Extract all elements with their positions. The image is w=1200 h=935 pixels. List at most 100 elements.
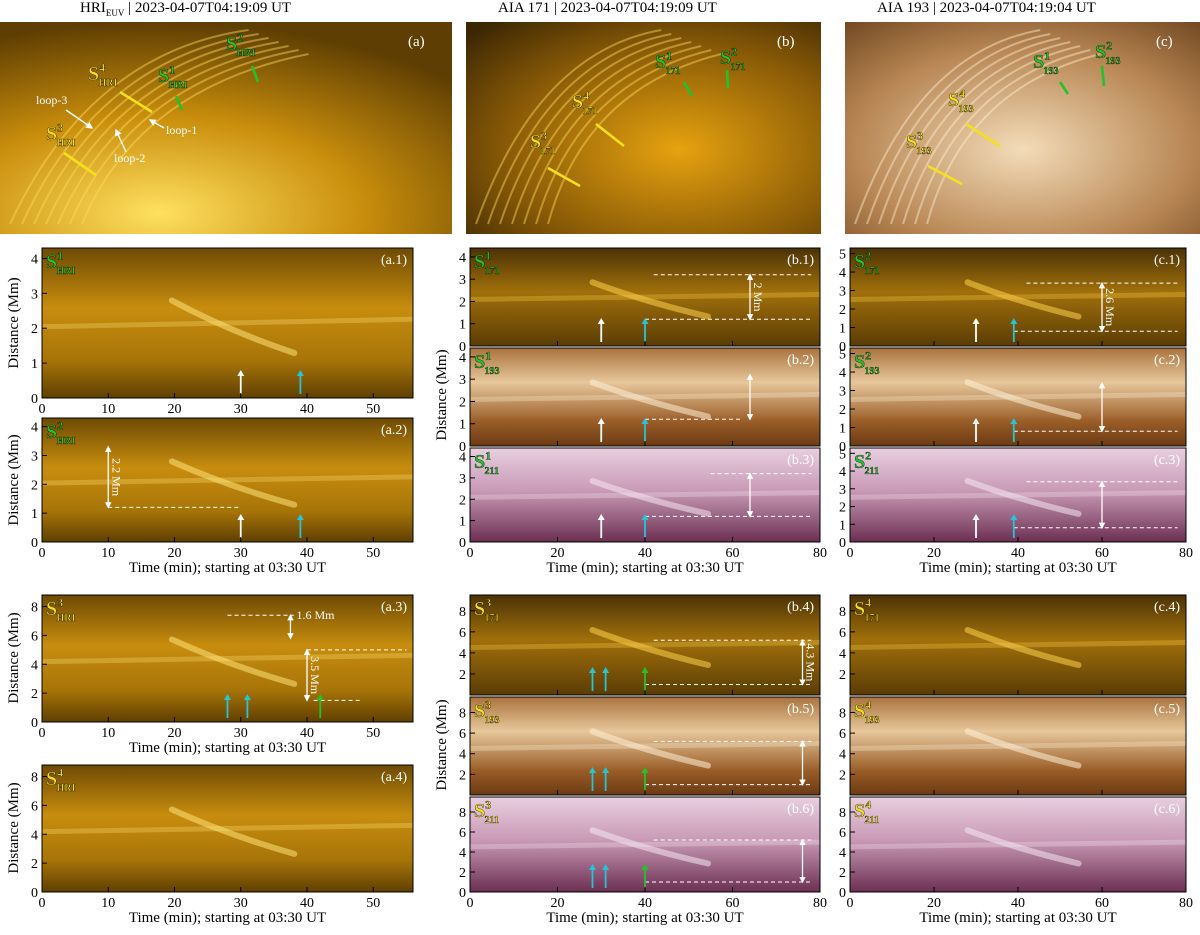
td-band (849, 490, 1187, 500)
panel-slit-label: S1 171 (474, 249, 500, 277)
y-tick-label: 0 (459, 440, 466, 455)
loop-strand (902, 45, 1081, 225)
x-tick-label: 40 (300, 402, 314, 417)
x-tick-label: 0 (847, 546, 854, 561)
td-frame (41, 417, 414, 543)
slit-marker (1100, 65, 1106, 87)
timing-arrowhead (597, 514, 605, 520)
loop-strand (926, 53, 1101, 225)
y-tick-label: 2 (459, 295, 466, 310)
panel-slit-label: S4 HRI (46, 766, 76, 794)
x-tick-label: 80 (1179, 546, 1193, 561)
x-axis-label: Time (min); starting at 03:30 UT (919, 560, 1116, 576)
timing-arrowhead (237, 370, 245, 376)
td-feature (589, 477, 711, 517)
panel-slit-label: S4 193 (854, 698, 880, 726)
timing-arrowhead (1010, 514, 1018, 520)
y-tick-label: 3 (31, 449, 38, 464)
timing-arrowhead (296, 370, 304, 376)
panel-label-b.5: (b.5) (787, 702, 814, 717)
slit-marker (927, 164, 963, 186)
panel-label-c.1: (c.1) (1154, 253, 1180, 268)
x-tick-label: 60 (1095, 896, 1109, 911)
slit-label: S4 HRI (88, 61, 118, 89)
loop-strand (487, 33, 672, 225)
loop-strand (69, 49, 299, 225)
td-frame (41, 764, 414, 893)
panel-label-c.2: (c.2) (1154, 353, 1180, 368)
y-tick-label: 6 (459, 626, 466, 641)
x-tick-label: 40 (638, 896, 652, 911)
panel-slit-label: S4 171 (854, 596, 880, 624)
timing-arrowhead (589, 667, 596, 673)
timing-arrowhead (597, 418, 605, 424)
td-band (41, 316, 414, 330)
x-axis-label: Time (min); starting at 03:30 UT (129, 910, 326, 926)
y-tick-label: 4 (31, 828, 38, 843)
td-band (41, 652, 414, 665)
timing-arrowhead (1010, 418, 1018, 424)
y-tick-label: 0 (839, 536, 846, 551)
td-band (41, 474, 414, 486)
slit-label: S2 171 (720, 45, 746, 73)
panel-slit-label: S2 171 (854, 249, 880, 277)
context-panel-b: (b) S1 171 S2 171 S3 171 S4 171 (466, 22, 821, 234)
slit-label: S1 171 (655, 49, 681, 77)
context-image-a (0, 22, 452, 234)
loop-label: loop-2 (114, 151, 145, 165)
y-tick-label: 4 (459, 647, 466, 662)
panel-label-b.4: (b.4) (787, 600, 814, 615)
y-axis-label: Distance (Mm) (6, 612, 22, 703)
extent-label: 1.6 Mm (296, 608, 335, 622)
panel-label-b.2: (b.2) (787, 353, 814, 368)
y-tick-label: 0 (459, 886, 466, 901)
y-tick-label: 8 (839, 605, 846, 620)
panel-label-c.3: (c.3) (1154, 453, 1180, 468)
panel-slit-label: S3 HRI (46, 596, 76, 624)
context-label-c: (c) (1156, 34, 1173, 50)
y-tick-label: 2 (459, 768, 466, 783)
slit-label: S1 HRI (158, 63, 188, 91)
td-feature (964, 379, 1082, 420)
y-tick-label: 3 (839, 285, 846, 300)
panel-slit-label: S2 211 (854, 449, 879, 477)
timing-arrowhead (243, 694, 251, 700)
y-tick-label: 0 (839, 440, 846, 455)
timing-arrowhead (972, 318, 980, 324)
x-axis-label: Time (min); starting at 03:30 UT (129, 740, 326, 756)
loop-strand (81, 53, 309, 225)
y-tick-label: 0 (31, 716, 38, 731)
y-tick-label: 2 (459, 395, 466, 410)
panel-slit-label: S1 193 (474, 349, 500, 377)
td-panel-a.4: (a.4) S4 HRI 0 2 4 6 8 0 10 20 30 40 50 Time (min); st… (31, 764, 414, 926)
x-tick-label: 20 (551, 546, 565, 561)
td-feature (589, 627, 711, 668)
td-band (849, 839, 1187, 850)
x-tick-label: 50 (366, 402, 380, 417)
extent-label: 3.5 Mm (308, 656, 322, 695)
x-tick-label: 50 (366, 546, 380, 561)
td-panel-b.2: (b.2) S1 193 0 1 2 3 4 (459, 347, 821, 455)
x-tick-label: 80 (813, 896, 827, 911)
y-tick-label: 8 (839, 806, 846, 821)
y-tick-label: 4 (459, 451, 466, 466)
panel-label-b.6: (b.6) (787, 802, 814, 817)
x-tick-label: 10 (101, 726, 115, 741)
header-hri-subscript: EUV (105, 8, 125, 18)
timing-arrowhead (641, 767, 649, 773)
td-feature (964, 477, 1082, 517)
header-hri: HRIEUV | 2023-04-07T04:19:09 UT (80, 0, 291, 18)
y-tick-label: 1 (839, 518, 846, 533)
td-feature (589, 827, 711, 867)
slit-marker (682, 81, 694, 97)
loop-strand (854, 29, 1041, 225)
y-tick-label: 3 (459, 373, 466, 388)
y-tick-label: 2 (839, 866, 846, 881)
y-tick-label: 3 (31, 287, 38, 302)
td-feature (964, 627, 1082, 668)
timing-arrowhead (602, 767, 610, 773)
loop-strand (499, 37, 682, 225)
x-tick-label: 40 (1011, 546, 1025, 561)
slit-marker (595, 122, 625, 148)
